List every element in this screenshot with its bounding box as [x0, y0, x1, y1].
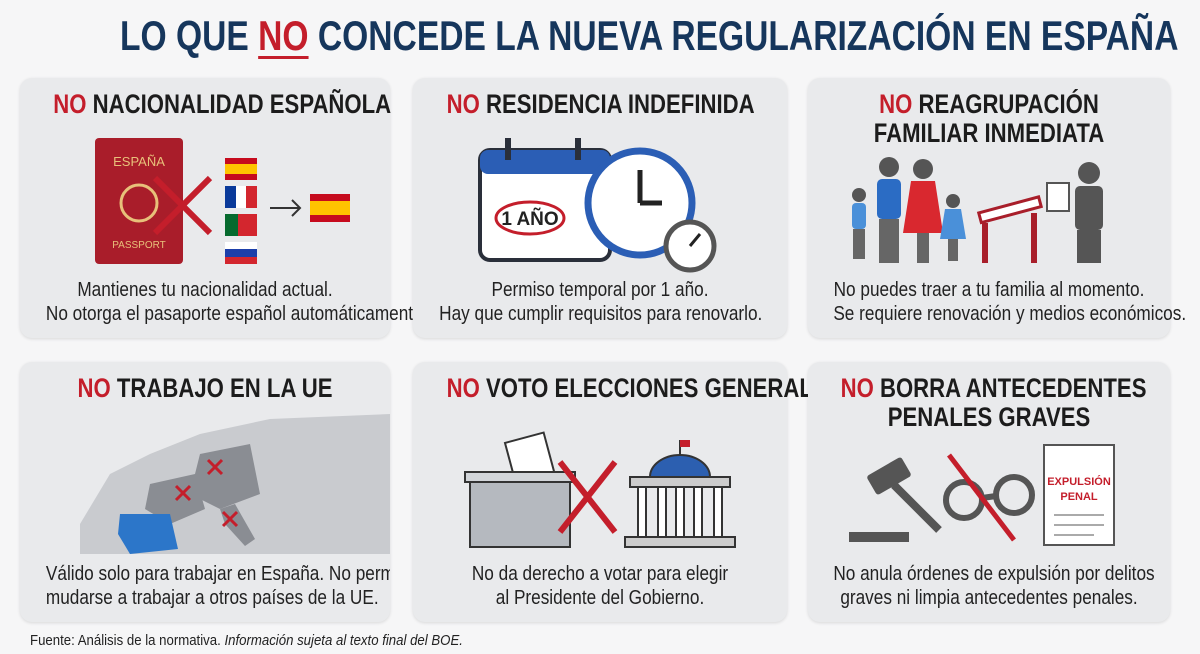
family-icon — [852, 157, 966, 263]
flag-portugal-icon — [225, 214, 257, 236]
card-voto: NO VOTO ELECCIONES GENERALES No da derec… — [413, 362, 843, 622]
stopwatch-icon — [663, 219, 717, 273]
card-title: NO VOTO ELECCIONES GENERALES — [446, 373, 843, 403]
document-icon: EXPULSIÓN PENAL — [1043, 444, 1115, 546]
card-description: No anula órdenes de expulsión por delito… — [833, 563, 1155, 609]
flag-russia-icon — [225, 242, 257, 264]
barrier-icon — [976, 195, 1044, 263]
flag-france-icon — [225, 186, 257, 208]
card-description: No puedes traer a tu familia al momento.… — [833, 279, 1187, 325]
title-no-emphasis: NO — [258, 12, 309, 59]
officer-document-icon — [1046, 162, 1103, 263]
europe-map-icon — [20, 414, 390, 564]
svg-text:EXPULSIÓN: EXPULSIÓN — [1047, 475, 1111, 488]
cross-icon — [174, 458, 239, 528]
gavel-icon — [849, 457, 942, 542]
card-antecedentes: NO BORRA ANTECEDENTES PENALES GRAVES EXPU… — [808, 362, 1170, 622]
parliament-icon — [624, 440, 736, 548]
arrow-right-icon — [270, 199, 302, 217]
card-title: NO BORRA ANTECEDENTES PENALES GRAVES — [840, 373, 1147, 432]
clock-icon — [584, 147, 696, 259]
flag-spain-icon — [310, 194, 350, 222]
card-title: NO REAGRUPACIÓN FAMILIAR INMEDIATA — [873, 89, 1105, 148]
card-trabajo-ue: NO TRABAJO EN LA UE Válido solo para tra… — [20, 362, 390, 622]
page-title: LO QUE NO CONCEDE LA NUEVA REGULARIZACIÓ… — [120, 12, 1179, 59]
ballot-box-icon — [464, 431, 576, 548]
calendar-icon: 1 AÑO — [478, 138, 612, 262]
card-description: No da derecho a votar para elegir al Pres… — [471, 563, 729, 609]
criminal-record-illustration: EXPULSIÓN PENAL — [808, 440, 1170, 550]
family-illustration — [808, 153, 1170, 273]
footer-source: Fuente: Análisis de la normativa. Inform… — [30, 632, 463, 649]
cross-icon — [557, 460, 618, 534]
card-residencia: NO RESIDENCIA INDEFINIDA 1 AÑO Permiso t… — [413, 78, 787, 338]
svg-text:1 AÑO: 1 AÑO — [501, 208, 558, 230]
vote-illustration — [413, 422, 787, 572]
card-reagrupacion: NO REAGRUPACIÓN FAMILIAR INMEDIATA No pue… — [808, 78, 1187, 338]
svg-text:PASSPORT: PASSPORT — [112, 240, 166, 251]
card-description: Mantienes tu nacionalidad actual. No otor… — [45, 279, 428, 325]
flag-spain-icon — [225, 158, 257, 180]
handcuffs-icon — [943, 474, 1035, 521]
cross-icon — [152, 175, 213, 236]
card-description: Permiso temporal por 1 año. Hay que cumpl… — [439, 279, 763, 325]
card-nacionalidad: NO NACIONALIDAD ESPAÑOLA ESPAÑA PASSPORT… — [20, 78, 428, 338]
card-description: Válido solo para trabajar en España. No … — [45, 563, 390, 609]
svg-text:PENAL: PENAL — [1060, 491, 1098, 503]
passport-illustration: ESPAÑA PASSPORT — [20, 128, 390, 278]
card-title: NO TRABAJO EN LA UE — [77, 373, 333, 403]
passport-icon: ESPAÑA PASSPORT — [95, 138, 183, 264]
card-title: NO NACIONALIDAD ESPAÑOLA — [53, 89, 392, 119]
card-title: NO RESIDENCIA INDEFINIDA — [446, 89, 755, 119]
svg-text:ESPAÑA: ESPAÑA — [113, 154, 165, 169]
time-illustration: 1 AÑO — [413, 128, 787, 278]
